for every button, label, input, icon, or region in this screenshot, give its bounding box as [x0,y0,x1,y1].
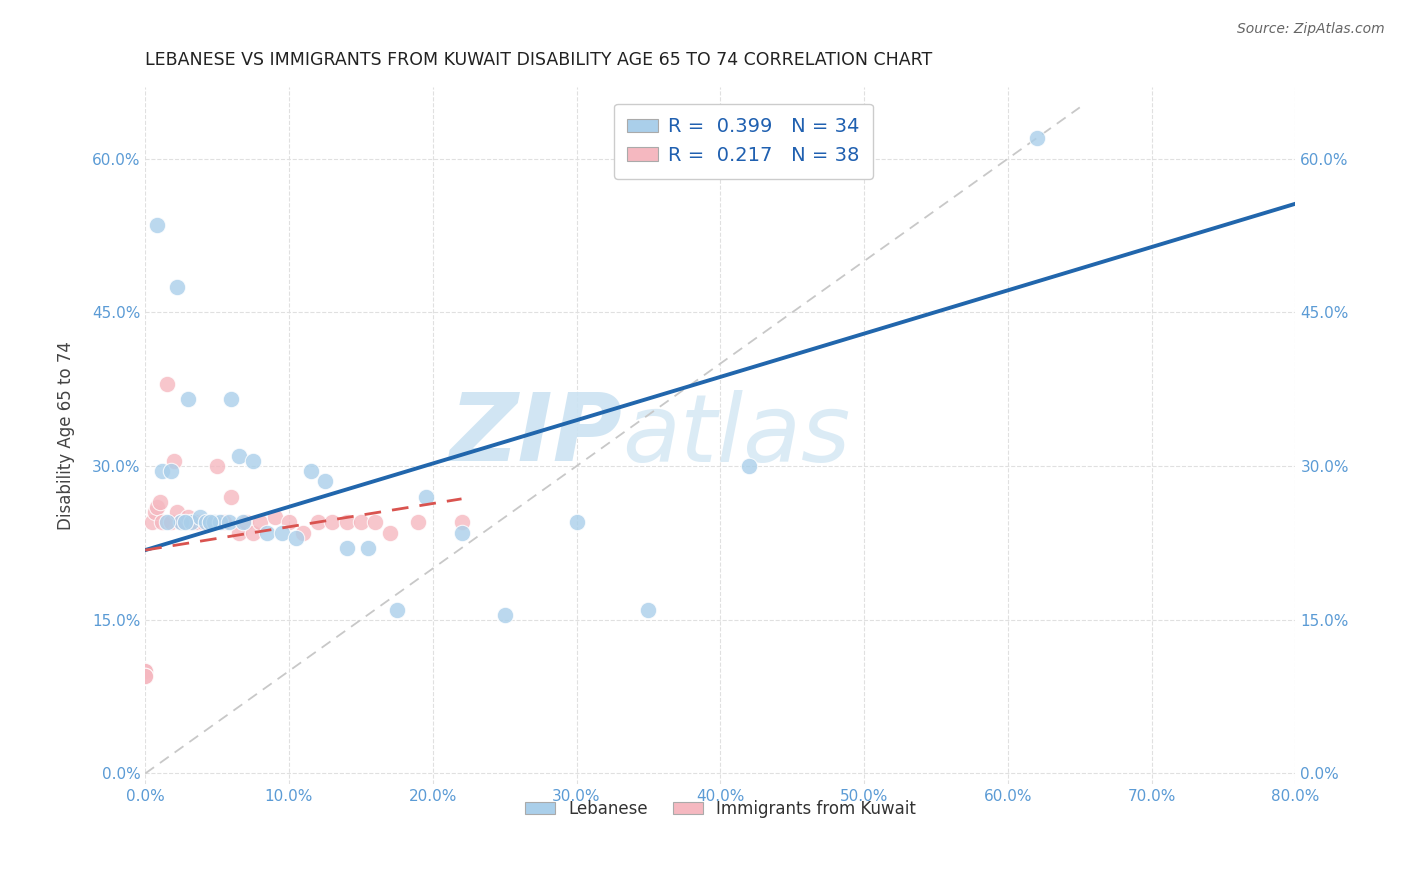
Point [335,541,357,555]
Point [170,516,193,530]
Point [134,664,156,678]
Point [141,516,163,530]
Point [637,602,659,616]
Point [307,516,329,530]
Point [188,510,211,524]
Point [145,500,167,514]
Point [565,516,588,530]
Point [191,516,214,530]
Point [285,531,308,545]
Legend: Lebanese, Immigrants from Kuwait: Lebanese, Immigrants from Kuwait [517,793,922,824]
Point [314,475,336,489]
Point [292,525,315,540]
Point [208,516,231,530]
Point [408,516,430,530]
Point [160,464,183,478]
Point [214,516,236,530]
Point [228,449,250,463]
Point [242,525,264,540]
Point [450,525,472,540]
Point [299,464,322,478]
Point [205,458,228,473]
Point [249,516,271,530]
Point [181,516,204,530]
Point [218,516,240,530]
Point [149,495,172,509]
Point [357,541,380,555]
Point [134,664,156,678]
Point [228,525,250,540]
Point [232,516,254,530]
Text: atlas: atlas [623,390,851,481]
Point [1025,131,1047,145]
Point [415,490,437,504]
Point [174,516,197,530]
Point [194,516,217,530]
Point [160,516,183,530]
Point [166,505,188,519]
Text: Source: ZipAtlas.com: Source: ZipAtlas.com [1237,22,1385,37]
Point [134,669,156,683]
Point [263,510,285,524]
Point [163,454,186,468]
Text: ZIP: ZIP [450,389,623,482]
Point [235,516,257,530]
Y-axis label: Disability Age 65 to 74: Disability Age 65 to 74 [58,341,75,530]
Point [170,516,193,530]
Point [143,505,166,519]
Point [202,516,225,530]
Point [198,516,221,530]
Point [174,516,197,530]
Point [134,669,156,683]
Point [198,516,221,530]
Point [270,525,292,540]
Point [180,516,202,530]
Point [156,516,179,530]
Point [221,392,243,407]
Point [152,464,174,478]
Point [364,516,387,530]
Point [335,516,357,530]
Point [378,525,401,540]
Point [321,516,343,530]
Point [385,602,408,616]
Point [152,516,174,530]
Point [156,377,179,392]
Point [256,525,278,540]
Text: LEBANESE VS IMMIGRANTS FROM KUWAIT DISABILITY AGE 65 TO 74 CORRELATION CHART: LEBANESE VS IMMIGRANTS FROM KUWAIT DISAB… [145,51,932,69]
Point [177,392,200,407]
Point [350,516,373,530]
Point [177,510,200,524]
Point [186,516,208,530]
Point [166,279,188,293]
Point [278,516,301,530]
Point [494,607,516,622]
Point [221,490,243,504]
Point [450,516,472,530]
Point [738,458,761,473]
Point [145,219,167,233]
Point [242,454,264,468]
